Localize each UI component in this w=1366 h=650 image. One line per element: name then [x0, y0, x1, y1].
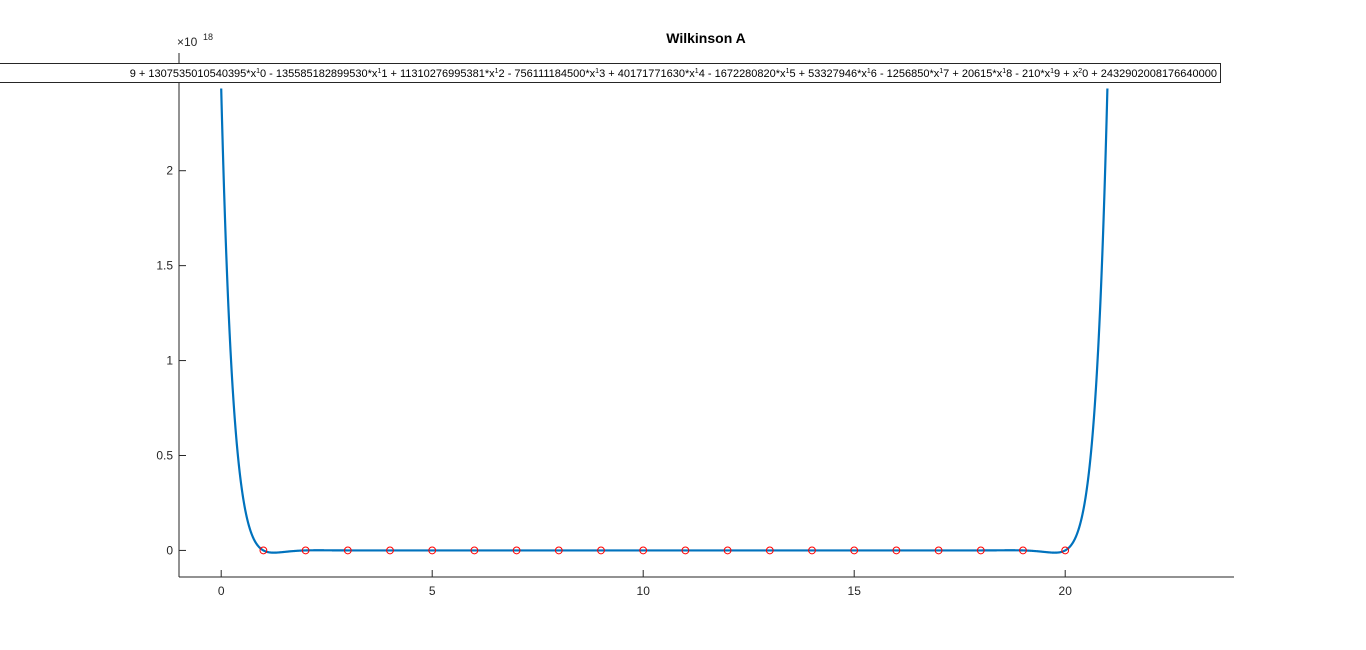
- root-marker: [343, 546, 352, 555]
- legend-superscript: 1: [785, 68, 790, 75]
- curve-line: [220, 88, 1109, 554]
- y-tick-label: 2: [166, 164, 173, 178]
- legend-text-part: 3 + 40171771630*x: [599, 68, 695, 80]
- legend-text-part: 8 - 210*x: [1006, 68, 1051, 80]
- x-tick-label: 5: [429, 584, 436, 598]
- legend-text-part: 9 + x: [1054, 68, 1079, 80]
- y-axis-exponent: ×10 18: [177, 32, 213, 49]
- y-tick-label: 1.5: [156, 259, 173, 273]
- root-marker: [301, 546, 310, 555]
- y-tick-label: 0.5: [156, 448, 173, 462]
- series-roots: [259, 546, 1070, 555]
- legend-superscript: 2: [1078, 68, 1083, 75]
- root-marker: [892, 546, 901, 555]
- root-marker: [386, 546, 394, 555]
- root-marker: [976, 546, 985, 555]
- root-marker: [850, 546, 859, 555]
- root-marker: [554, 546, 563, 555]
- root-marker: [1019, 546, 1027, 555]
- root-marker: [470, 546, 479, 555]
- root-marker: [681, 546, 690, 555]
- legend: 9 + 1307535010540395*x10 - 1355851828995…: [0, 63, 1221, 83]
- x-tick-label: 15: [848, 584, 862, 598]
- root-marker: [639, 546, 648, 555]
- y-exponent-base: ×10: [177, 35, 198, 49]
- legend-text-part: 2 - 756111184500*x: [498, 68, 596, 80]
- legend-superscript: 1: [694, 68, 699, 75]
- root-marker: [723, 546, 732, 555]
- root-marker: [597, 546, 605, 555]
- series-curve: [220, 88, 1109, 554]
- x-tick-label: 20: [1059, 584, 1073, 598]
- legend-text-part: 6 - 1256850*x: [870, 68, 940, 80]
- legend-superscript: 1: [256, 68, 260, 75]
- root-marker: [428, 546, 437, 555]
- root-marker: [765, 546, 774, 555]
- legend-superscript: 1: [1002, 68, 1007, 75]
- legend-entry: 9 + 1307535010540395*x10 - 1355851828995…: [130, 66, 1217, 82]
- root-marker: [934, 546, 943, 555]
- axes: [178, 53, 1234, 578]
- y-exponent-power: 18: [203, 32, 213, 42]
- x-tick-label: 10: [637, 584, 651, 598]
- root-marker: [512, 546, 521, 555]
- legend-text-part: 0 - 135585182899530*x: [259, 68, 378, 80]
- legend-text-part: 7 + 20615*x: [943, 68, 1003, 80]
- root-marker: [1061, 546, 1070, 555]
- legend-text-part: 9: [129, 68, 136, 80]
- x-tick-label: 0: [218, 584, 225, 598]
- legend-text-part: 5 + 53327946*x: [789, 68, 867, 80]
- legend-text-part: 0 + 2432902008176640000: [1082, 68, 1217, 80]
- legend-superscript: 1: [377, 68, 382, 75]
- legend-text-part: + 1307535010540395*x: [135, 68, 257, 80]
- legend-superscript: 1: [494, 68, 499, 75]
- legend-text-part: 4 - 1672280820*x: [698, 68, 786, 80]
- x-tick-labels: 0 5 10 15 20: [218, 570, 1072, 598]
- legend-superscript: 1: [595, 68, 600, 75]
- legend-superscript: 1: [866, 68, 871, 75]
- y-tick-label: 0: [166, 543, 173, 557]
- root-marker: [808, 546, 816, 555]
- chart-title: Wilkinson A: [666, 30, 745, 46]
- legend-superscript: 1: [1050, 68, 1055, 75]
- y-tick-label: 1: [166, 354, 173, 368]
- root-marker: [259, 546, 268, 555]
- legend-superscript: 1: [939, 68, 944, 75]
- legend-text-part: 1 + 11310276995381*x: [381, 68, 495, 80]
- y-tick-labels: 00.511.522.5: [156, 69, 186, 557]
